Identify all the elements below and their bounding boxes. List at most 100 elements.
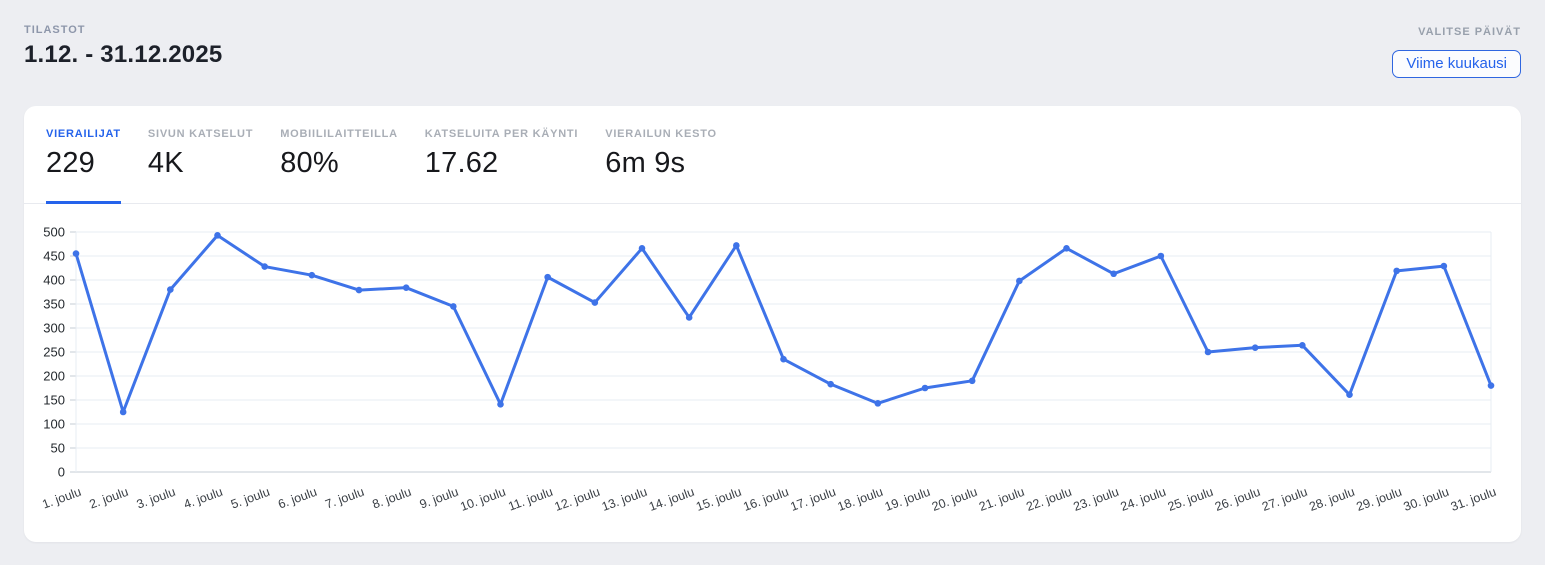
tab-katseluita-per-kaynti[interactable]: KATSELUITA PER KÄYNTI 17.62 <box>425 106 578 203</box>
x-tick-label: 17. joulu <box>788 485 837 514</box>
data-point <box>72 250 80 257</box>
header-left: TILASTOT 1.12. - 31.12.2025 <box>24 24 222 69</box>
y-tick-label: 0 <box>58 465 65 480</box>
x-tick-label: 18. joulu <box>836 485 885 514</box>
data-point <box>355 286 363 294</box>
tab-sivun-katselut[interactable]: SIVUN KATSELUT 4K <box>148 106 253 203</box>
data-point <box>1016 277 1023 285</box>
tab-label: VIERAILUN KESTO <box>605 128 717 140</box>
y-tick-label: 350 <box>43 297 65 312</box>
statistics-page: TILASTOT 1.12. - 31.12.2025 VALITSE PÄIV… <box>24 24 1521 542</box>
last-month-button[interactable]: Viime kuukausi <box>1392 50 1521 78</box>
x-tick-label: 19. joulu <box>883 485 932 514</box>
data-point <box>544 273 551 281</box>
tab-vierailun-kesto[interactable]: VIERAILUN KESTO 6m 9s <box>605 106 717 203</box>
tab-value: 6m 9s <box>605 147 686 179</box>
x-tick-label: 16. joulu <box>741 485 790 514</box>
data-point <box>1487 382 1495 389</box>
data-point <box>1440 262 1448 270</box>
data-point <box>119 408 127 416</box>
stat-tabs: VIERAILIJAT 229 SIVUN KATSELUT 4K MOBIIL… <box>24 106 1521 204</box>
y-tick-label: 50 <box>51 441 65 456</box>
x-tick-label: 31. joulu <box>1449 485 1498 514</box>
x-tick-label: 15. joulu <box>694 485 743 514</box>
y-tick-label: 200 <box>43 369 65 384</box>
data-point <box>1063 245 1070 252</box>
data-point <box>733 242 740 249</box>
data-point <box>1251 344 1259 351</box>
data-point <box>1157 252 1165 260</box>
data-point <box>308 271 316 279</box>
x-tick-label: 1. joulu <box>40 485 83 512</box>
data-point <box>261 263 268 270</box>
x-tick-label: 27. joulu <box>1260 485 1309 514</box>
data-point <box>167 286 174 293</box>
x-tick-label: 20. joulu <box>930 485 979 514</box>
tab-label: KATSELUITA PER KÄYNTI <box>424 128 579 140</box>
y-tick-label: 300 <box>43 321 65 336</box>
data-point <box>214 232 221 239</box>
data-point <box>685 314 693 321</box>
data-point <box>827 380 834 388</box>
data-point <box>1299 341 1306 349</box>
date-picker-label: VALITSE PÄIVÄT <box>1418 26 1521 38</box>
data-point <box>968 377 976 385</box>
tab-value: 229 <box>46 147 95 179</box>
y-tick-label: 450 <box>43 249 65 264</box>
x-tick-label: 7. joulu <box>323 485 366 512</box>
date-range-heading: 1.12. - 31.12.2025 <box>24 41 223 68</box>
data-point <box>450 303 457 310</box>
data-point <box>1393 267 1400 275</box>
y-tick-label: 150 <box>43 393 65 408</box>
x-tick-label: 29. joulu <box>1354 485 1403 514</box>
chart-area[interactable]: 0 50 100 150 200 250 300 350 400 450 500 1. joulu 2.… <box>24 222 1521 532</box>
data-point <box>1110 270 1117 278</box>
tab-value: 80% <box>280 147 339 179</box>
data-point <box>638 245 646 252</box>
tab-label: SIVUN KATSELUT <box>147 128 254 140</box>
stats-panel: VIERAILIJAT 229 SIVUN KATSELUT 4K MOBIIL… <box>24 106 1521 542</box>
x-tick-label: 11. joulu <box>506 485 554 514</box>
data-point <box>402 284 410 291</box>
x-tick-label: 10. joulu <box>458 485 507 514</box>
y-tick-label: 500 <box>43 225 65 240</box>
x-tick-label: 13. joulu <box>600 485 649 514</box>
x-tick-label: 12. joulu <box>553 485 602 514</box>
x-tick-label: 5. joulu <box>229 485 272 512</box>
tab-value: 4K <box>147 147 184 179</box>
series-line <box>74 233 1493 414</box>
x-tick-label: 8. joulu <box>371 485 414 512</box>
x-tick-label: 23. joulu <box>1071 485 1120 514</box>
tab-value: 17.62 <box>424 147 499 179</box>
data-point <box>780 355 787 363</box>
x-tick-label: 21. joulu <box>977 485 1026 514</box>
x-tick-label: 14. joulu <box>647 485 696 514</box>
y-tick-label: 100 <box>43 417 65 432</box>
x-tick-label: 9. joulu <box>418 485 461 512</box>
tab-mobiililaitteilla[interactable]: MOBIILILAITTEILLA 80% <box>280 106 398 203</box>
y-tick-label: 250 <box>43 345 65 360</box>
tab-label: MOBIILILAITTEILLA <box>280 128 398 140</box>
x-tick-label: 24. joulu <box>1119 485 1168 514</box>
page-eyebrow: TILASTOT <box>24 24 86 36</box>
x-tick-label: 4. joulu <box>182 485 225 512</box>
x-tick-label: 30. joulu <box>1402 485 1451 514</box>
tab-label: VIERAILIJAT <box>46 128 121 140</box>
tab-vierailijat[interactable]: VIERAILIJAT 229 <box>46 106 121 204</box>
data-point <box>1346 391 1353 399</box>
data-point <box>1204 348 1212 356</box>
data-point <box>921 384 929 392</box>
data-point <box>874 400 882 407</box>
data-point <box>497 401 504 408</box>
x-tick-label: 25. joulu <box>1166 485 1215 514</box>
x-tick-label: 28. joulu <box>1307 485 1356 514</box>
x-tick-label: 22. joulu <box>1024 485 1073 514</box>
page-header: TILASTOT 1.12. - 31.12.2025 VALITSE PÄIV… <box>24 24 1521 78</box>
x-tick-label: 6. joulu <box>276 485 319 512</box>
header-right: VALITSE PÄIVÄT Viime kuukausi <box>1392 24 1521 78</box>
data-point <box>591 299 599 306</box>
y-tick-label: 400 <box>43 273 65 288</box>
x-tick-label: 2. joulu <box>88 485 131 512</box>
x-tick-label: 3. joulu <box>135 485 178 512</box>
visitors-line-chart[interactable]: 0 50 100 150 200 250 300 350 400 450 500 1. joulu 2.… <box>24 222 1519 532</box>
